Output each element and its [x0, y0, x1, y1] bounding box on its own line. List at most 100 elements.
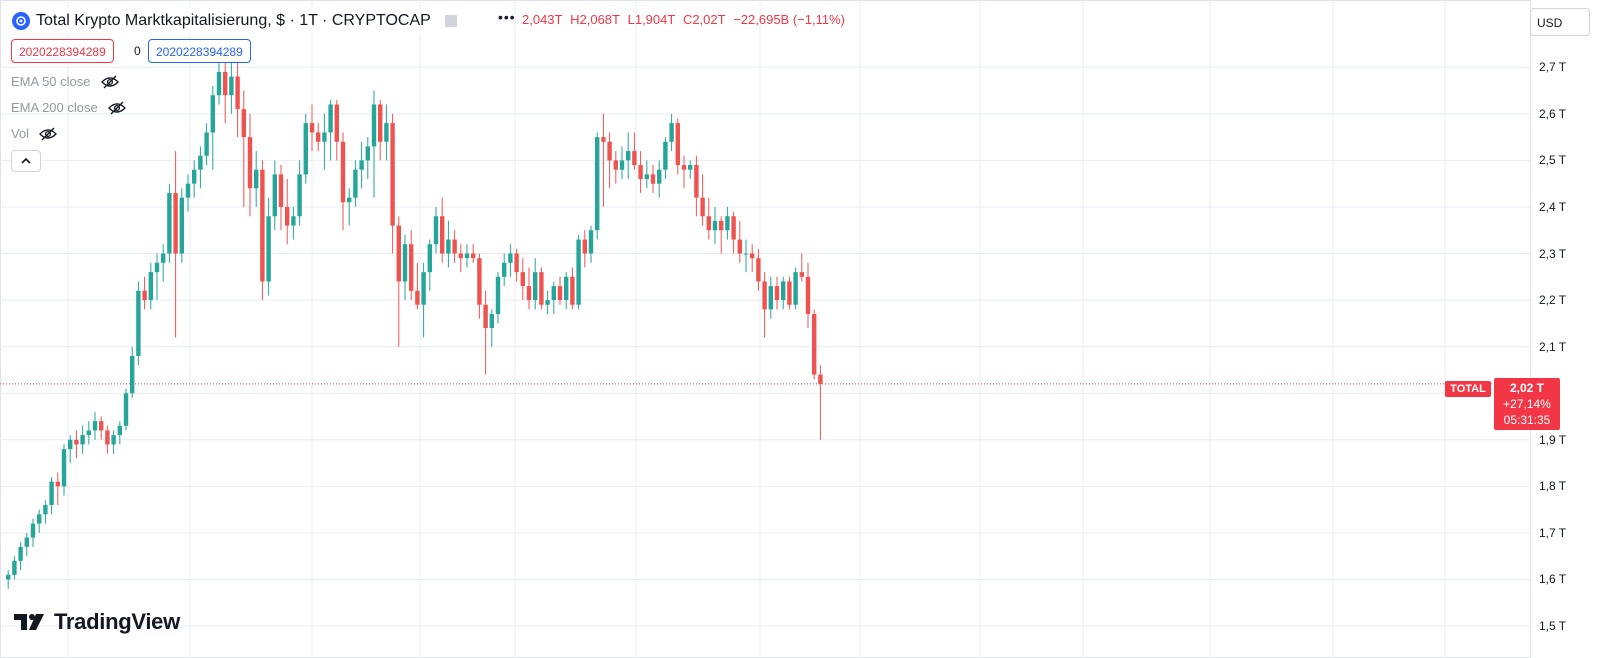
candle [340, 132, 346, 231]
candle-body [18, 546, 23, 561]
more-dots-icon[interactable]: ••• [498, 9, 516, 25]
candle [539, 267, 544, 310]
candle-body [340, 141, 346, 203]
ohlc-values: 2,043T H2,068T L1,904T C2,02T −22,695B (… [522, 12, 849, 27]
candle-body [74, 439, 79, 445]
eye-hidden-icon[interactable] [39, 127, 57, 141]
candle [117, 421, 122, 445]
candle-body [154, 262, 160, 273]
eye-hidden-icon[interactable] [107, 101, 126, 115]
candle-body [650, 174, 656, 184]
candle [123, 388, 129, 431]
candle-body [725, 216, 730, 231]
change-value: −22,695B (−1,11%) [733, 12, 845, 27]
candle-body [706, 216, 711, 231]
candle [328, 99, 333, 161]
candle-body [818, 374, 823, 384]
price-axis-label: 2,2 T [1539, 293, 1567, 308]
candles-group [6, 57, 823, 589]
candle-body [514, 253, 519, 273]
candle [12, 556, 17, 580]
candle-body [278, 174, 284, 207]
candle-body [365, 146, 370, 161]
candle-body [30, 523, 36, 538]
candle [588, 225, 594, 263]
candle [774, 276, 780, 310]
candle-body [210, 95, 215, 133]
eye-hidden-icon[interactable] [100, 75, 119, 89]
candle [86, 421, 91, 445]
indicator-label: EMA 50 close [11, 74, 91, 89]
indicator-vol[interactable]: Vol [11, 126, 57, 141]
candle-body [464, 253, 470, 259]
candle-body [471, 253, 476, 259]
symbol-header[interactable]: Total Krypto Marktkapitalisierung, $ · 1… [8, 8, 461, 34]
candle-body [80, 435, 85, 445]
candle-body [49, 481, 54, 505]
candle-body [378, 104, 383, 142]
candle [260, 160, 265, 301]
price-axis-label: 1,8 T [1539, 479, 1567, 494]
candle-body [185, 183, 191, 198]
candle [204, 123, 209, 166]
candle [185, 174, 191, 212]
candle-body [712, 220, 718, 231]
sell-price-badge[interactable]: 2020228394289 [11, 39, 114, 63]
candle [359, 141, 364, 189]
candle [390, 113, 395, 254]
candle-body [557, 286, 563, 301]
candle-body [657, 169, 662, 184]
candle [768, 276, 773, 319]
candle-body [415, 290, 420, 305]
candlestick-chart[interactable] [0, 0, 1530, 658]
candle [254, 151, 259, 207]
candle-body [241, 109, 246, 138]
candle-body [731, 216, 736, 240]
candle [402, 234, 408, 301]
candle-body [520, 272, 525, 287]
candle [309, 104, 315, 152]
candle-body [502, 262, 507, 277]
candle [743, 239, 749, 273]
collapse-indicators-button[interactable] [11, 150, 41, 172]
tradingview-logo-icon [14, 614, 44, 630]
candle [464, 244, 470, 268]
candle [43, 500, 48, 524]
currency-selector[interactable]: USD [1530, 8, 1590, 36]
candle [55, 472, 60, 505]
candle [756, 248, 761, 291]
candle-body [285, 206, 290, 226]
candle-body [198, 155, 203, 170]
indicator-ema50[interactable]: EMA 50 close [11, 74, 119, 89]
candle [805, 262, 811, 329]
candle [173, 151, 178, 338]
candle [161, 244, 166, 282]
low-value: L1,904T [627, 12, 676, 27]
candle [61, 444, 67, 496]
price-axis[interactable]: 2,7 T 2,6 T 2,5 T 2,4 T 2,3 T 2,2 T 2,1 T 1,9 T… [1530, 0, 1600, 658]
candle-body [254, 169, 259, 189]
candle-body [607, 141, 612, 161]
buy-price-badge[interactable]: 2020228394289 [148, 39, 251, 63]
candle [427, 239, 432, 291]
indicator-label: EMA 200 close [11, 100, 98, 115]
symbol-price-label: TOTAL [1445, 381, 1491, 397]
candle-body [787, 281, 792, 305]
indicator-ema200[interactable]: EMA 200 close [11, 100, 126, 115]
tradingview-logo[interactable]: TradingView [14, 609, 180, 635]
candle-body [359, 160, 364, 170]
candle-body [694, 165, 699, 198]
candle [675, 118, 680, 175]
price-axis-label: 2,3 T [1539, 246, 1567, 261]
candle [477, 253, 482, 319]
candle-body [260, 169, 265, 282]
chevron-up-icon [21, 157, 31, 164]
price-axis-label: 1,5 T [1539, 619, 1567, 634]
flag-icon[interactable] [444, 15, 457, 27]
candle-body [136, 290, 141, 356]
candle-body [167, 192, 172, 254]
candle [303, 113, 308, 184]
candle-body [142, 290, 147, 301]
candle-body [216, 71, 222, 96]
candle [297, 160, 302, 226]
